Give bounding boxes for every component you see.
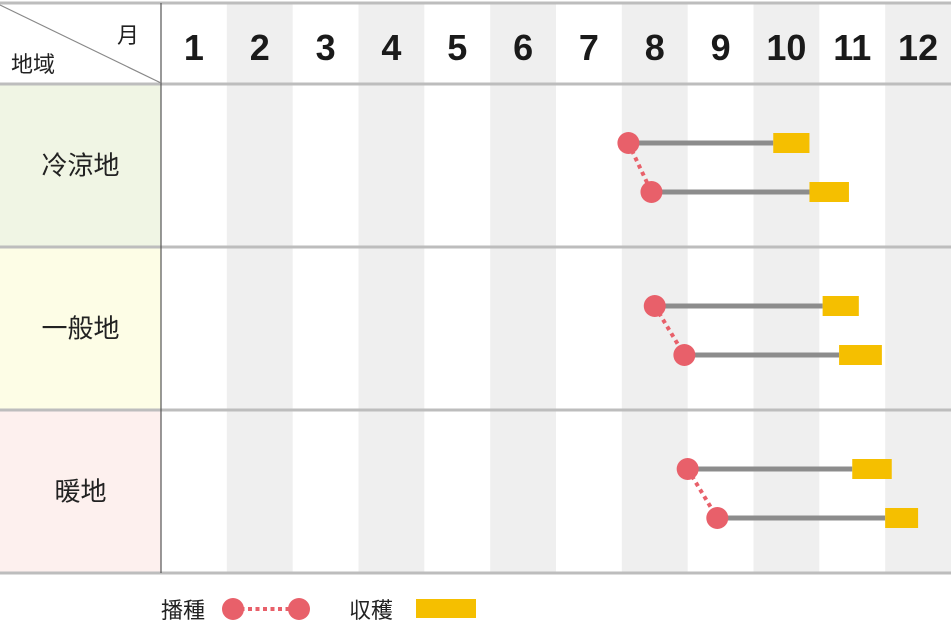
harvest-marker [852,459,892,479]
month-band [226,3,293,573]
legend: 播種 収穫 [161,598,476,624]
month-band [358,3,425,573]
month-label: 5 [447,27,467,68]
legend-harvest-label: 収穫 [349,599,393,624]
corner-diagonal [0,4,162,84]
month-label: 1 [184,27,204,68]
harvest-marker [773,133,810,153]
region-label: 一般地 [41,315,119,345]
month-band [621,3,688,573]
sowing-marker [706,507,729,529]
month-bands [226,3,951,573]
month-label: 6 [513,27,533,68]
month-label: 11 [833,27,871,68]
sowing-marker [640,181,663,203]
sowing-marker [643,295,666,317]
grid-lines [0,1,951,575]
sowing-marker [673,344,696,366]
month-axis-label: 月 [117,24,139,49]
harvest-marker [809,182,849,202]
legend-sowing-marker-start [222,598,244,620]
month-tick-labels: 1 2 3 4 5 6 7 8 9 10 11 12 [184,27,938,68]
month-label: 9 [711,27,731,68]
legend-harvest-marker [416,599,476,618]
region-axis-label: 地域 [11,53,55,78]
region-label: 暖地 [54,478,106,508]
month-label: 10 [766,27,806,68]
month-label: 2 [250,27,270,68]
schedule-marks [617,132,919,529]
month-label: 4 [381,27,401,68]
month-band [490,3,556,573]
month-label: 3 [316,27,336,68]
month-band [753,3,820,573]
sowing-marker [617,132,640,154]
month-label: 8 [645,27,665,68]
region-backgrounds [0,84,161,573]
harvest-marker [839,345,882,365]
month-label: 7 [579,27,599,68]
region-background [0,84,161,247]
sowing-marker [676,458,699,480]
region-background [0,247,161,410]
legend-sowing-label: 播種 [161,599,205,624]
harvest-marker [822,296,859,316]
month-label: 12 [898,27,938,68]
month-band [885,3,951,573]
region-label: 冷涼地 [41,152,119,182]
harvest-marker [885,508,919,528]
legend-sowing-marker-end [288,598,310,620]
region-background [0,410,161,573]
